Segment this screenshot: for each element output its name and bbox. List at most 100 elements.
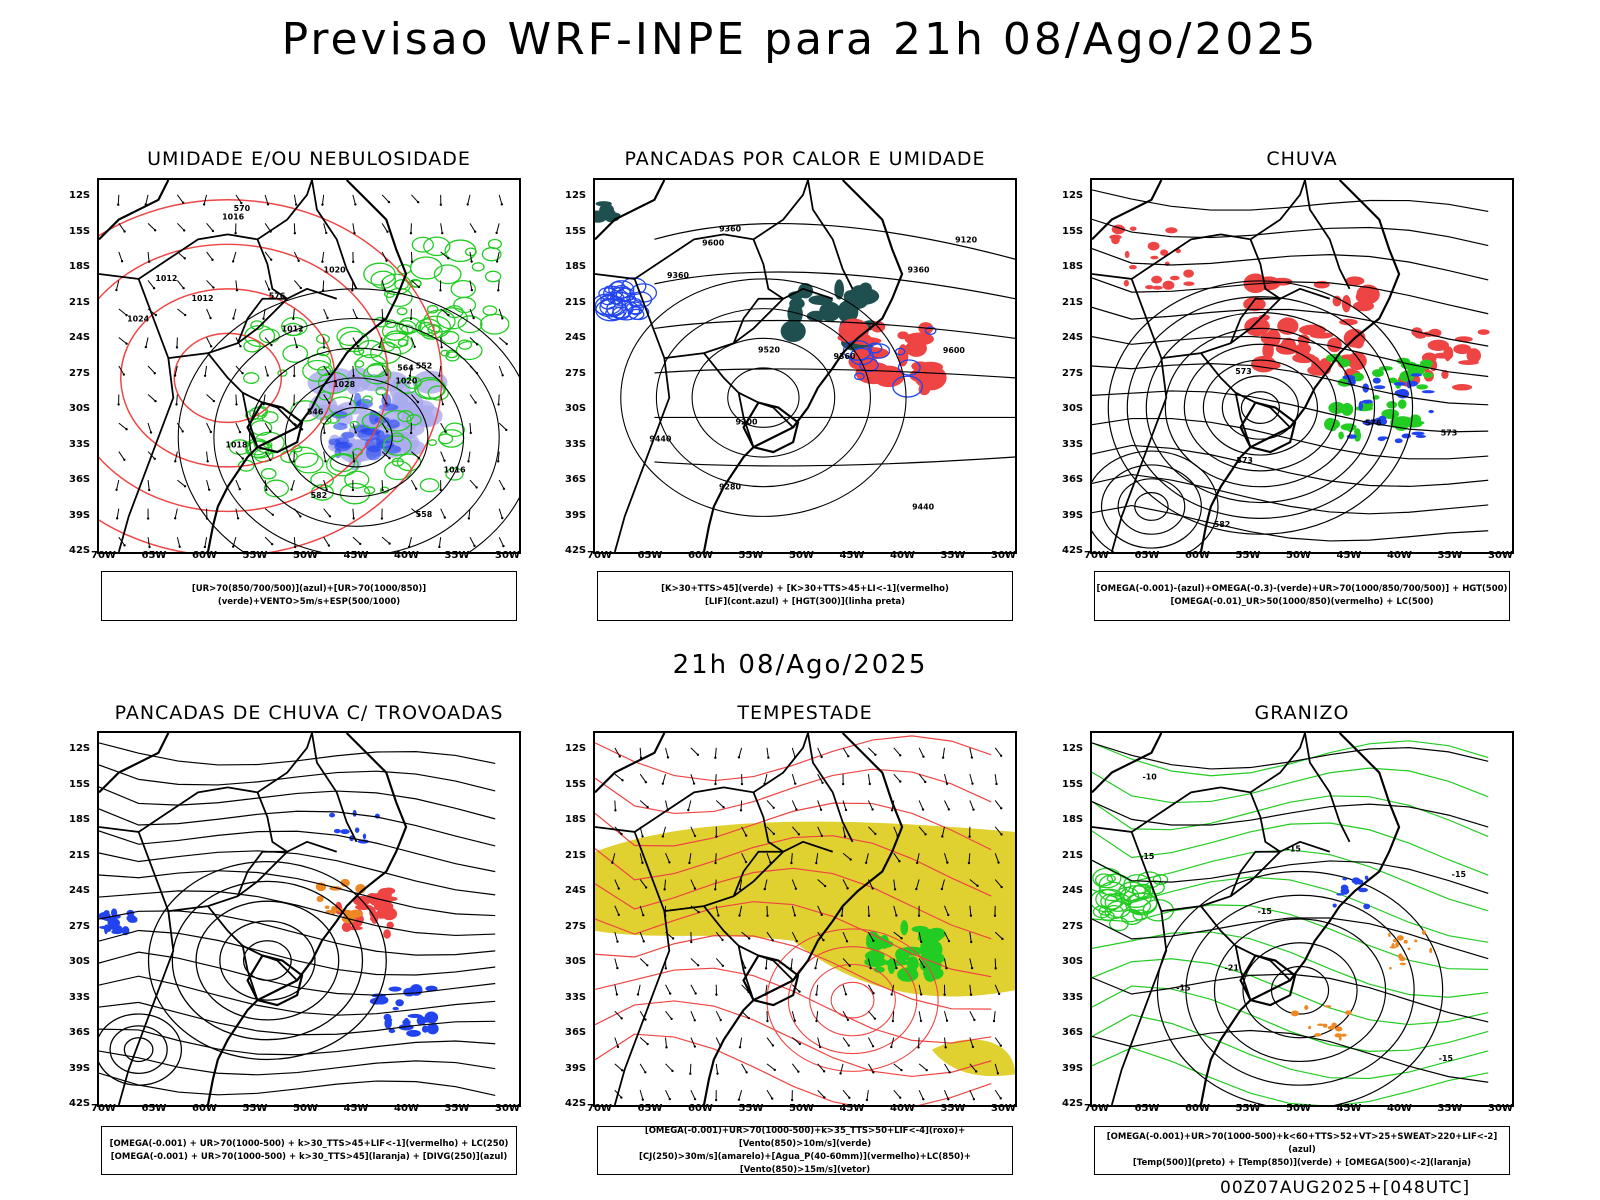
contour-label: -15 xyxy=(1140,852,1154,861)
contour-label: -15 xyxy=(1452,870,1466,879)
lat-tick-label: 27S xyxy=(1062,920,1084,932)
lat-tick-label: 30S xyxy=(1062,403,1084,414)
contour-label: 9360 xyxy=(908,266,931,275)
lat-tick-label: 39S xyxy=(565,1062,587,1074)
lat-tick-label: 42S xyxy=(1062,545,1084,556)
contour-label: 9440 xyxy=(649,435,672,444)
lon-tick-label: 70W xyxy=(587,1103,612,1114)
lat-tick-label: 36S xyxy=(565,474,587,485)
lon-tick-label: 65W xyxy=(141,550,167,561)
lon-tick-label: 35W xyxy=(444,1103,470,1114)
lat-tick-label: 15S xyxy=(69,778,91,790)
lon-tick-label: 55W xyxy=(242,550,268,561)
contour-label: 576 xyxy=(1365,419,1382,428)
lat-tick-label: 42S xyxy=(69,545,91,556)
legend-line: [OMEGA(-0.001) + UR>70(1000-500) + k>30_… xyxy=(110,1151,508,1162)
lon-tick-label: 55W xyxy=(1235,550,1261,561)
legend-line: [UR>70(850/700/500)](azul)+[UR>70(1000/8… xyxy=(191,584,427,607)
lat-tick-label: 15S xyxy=(1062,778,1084,790)
lon-tick-label: 65W xyxy=(1134,550,1160,561)
lon-tick-label: 35W xyxy=(444,550,470,561)
panel-title-granizo: GRANIZO xyxy=(1254,702,1350,724)
lat-tick-label: 24S xyxy=(69,332,91,343)
map-trovoadas xyxy=(97,731,521,1107)
lat-tick-label: 12S xyxy=(69,743,91,754)
lat-tick-label: 36S xyxy=(1062,1027,1084,1038)
lat-tick-label: 36S xyxy=(69,474,91,485)
lat-tick-label: 15S xyxy=(565,225,587,237)
panel-title-umidade: UMIDADE E/OU NEBULOSIDADE xyxy=(147,148,471,170)
panel-title-pancadas-calor: PANCADAS POR CALOR E UMIDADE xyxy=(624,148,986,170)
panel-title-tempestade: TEMPESTADE xyxy=(737,702,873,724)
contour-label: 9120 xyxy=(955,236,978,245)
lat-tick-label: 24S xyxy=(565,332,587,343)
lat-tick-label: 27S xyxy=(1062,367,1084,379)
lon-tick-label: 35W xyxy=(940,1103,966,1114)
lon-tick-label: 40W xyxy=(394,1103,419,1114)
lat-tick-label: 24S xyxy=(69,885,91,896)
lat-tick-label: 15S xyxy=(565,778,587,790)
legend-line: [Temp(500)](preto) + [Temp(850)](verde) … xyxy=(1132,1158,1472,1168)
lon-tick-label: 50W xyxy=(1286,1103,1311,1114)
map-pancadas-calor: 9600 9600 9520 9440 9440 9360 9360 9280 9200 9120… xyxy=(593,178,1017,554)
lon-tick-label: 45W xyxy=(343,1103,369,1114)
lat-tick-label: 21S xyxy=(69,849,91,861)
lat-tick-label: 24S xyxy=(1062,332,1084,343)
lat-tick-label: 21S xyxy=(565,296,587,308)
lat-tick-label: 33S xyxy=(565,991,587,1003)
contour-label: 9200 xyxy=(735,417,758,426)
lon-tick-label: 65W xyxy=(637,550,663,561)
legend-chuva: [OMEGA(-0.001)-(azul)+OMEGA(-0.3)-(verde… xyxy=(1094,571,1510,621)
contour-label: 9520 xyxy=(758,346,781,355)
lon-tick-label: 40W xyxy=(1387,550,1412,561)
lat-tick-label: 33S xyxy=(69,991,91,1003)
legend-line: [OMEGA(-0.001)+UR>70(1000-500)+k<60+TTS>… xyxy=(1106,1132,1498,1155)
legend-line: [OMEGA(-0.01)_UR>50(1000/850)(vermelho) … xyxy=(1170,597,1434,607)
lat-tick-label: 18S xyxy=(1062,814,1084,825)
lat-tick-label: 12S xyxy=(1062,190,1084,201)
map-granizo: -15 -15 -15 -15 -21 -15 -15 -10 xyxy=(1090,731,1514,1107)
lon-tick-label: 30W xyxy=(495,1103,520,1114)
lat-tick-label: 18S xyxy=(69,261,91,272)
lat-tick-label: 21S xyxy=(565,849,587,861)
lon-tick-label: 40W xyxy=(1387,1103,1412,1114)
contour-label: 1024 xyxy=(127,315,150,324)
lon-tick-label: 45W xyxy=(839,1103,865,1114)
lon-tick-label: 45W xyxy=(1336,550,1362,561)
legend-line: [OMEGA(-0.001)+UR>70(1000-500)+k>35_TTS>… xyxy=(644,1125,966,1149)
lat-tick-label: 18S xyxy=(69,814,91,825)
contour-label: 1020 xyxy=(395,377,418,386)
contour-label: 552 xyxy=(416,361,433,370)
lat-tick-label: 12S xyxy=(69,190,91,201)
lat-tick-label: 15S xyxy=(69,225,91,237)
lat-tick-label: 39S xyxy=(69,509,91,521)
contour-label: -15 xyxy=(1439,1054,1453,1063)
map-chuva: 582 576 573 573 573 xyxy=(1090,178,1514,554)
lon-tick-label: 55W xyxy=(242,1103,268,1114)
contour-label: -15 xyxy=(1176,984,1190,993)
lon-tick-label: 35W xyxy=(1437,1103,1463,1114)
contour-label: 573 xyxy=(1236,456,1253,465)
legend-line: [K>30+TTS>45](verde) + [K>30+TTS>45+LI<-… xyxy=(661,584,949,594)
contour-label: 1016 xyxy=(222,212,245,221)
lat-tick-label: 12S xyxy=(565,743,587,754)
lat-tick-label: 27S xyxy=(69,367,91,379)
lon-tick-label: 70W xyxy=(587,550,612,561)
lat-tick-label: 42S xyxy=(565,545,587,556)
lat-tick-label: 39S xyxy=(565,509,587,521)
lat-tick-label: 36S xyxy=(565,1027,587,1038)
lon-tick-label: 50W xyxy=(789,1103,814,1114)
lat-tick-label: 42S xyxy=(565,1098,587,1109)
lon-tick-label: 55W xyxy=(1235,1103,1261,1114)
contour-label: 546 xyxy=(307,408,324,417)
lon-tick-label: 50W xyxy=(1286,550,1311,561)
lon-tick-label: 40W xyxy=(394,550,419,561)
legend-trovoadas: [OMEGA(-0.001) + UR>70(1000-500) + k>30_… xyxy=(101,1126,517,1175)
contour-label: 1012 xyxy=(192,294,214,303)
lon-tick-label: 30W xyxy=(495,550,520,561)
lon-tick-label: 60W xyxy=(1185,1103,1210,1114)
lat-tick-label: 42S xyxy=(69,1098,91,1109)
lon-tick-label: 45W xyxy=(1336,1103,1362,1114)
lat-tick-label: 30S xyxy=(565,403,587,414)
lat-tick-label: 33S xyxy=(1062,438,1084,450)
